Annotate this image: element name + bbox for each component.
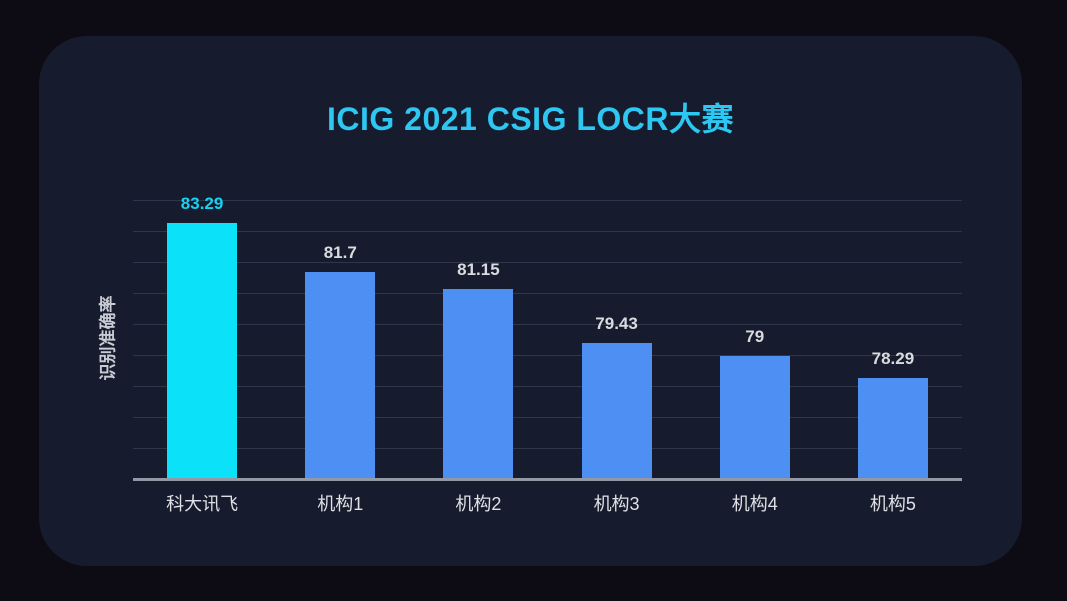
bar-机构2 (443, 289, 514, 480)
y-axis-label: 识别准确率 (98, 295, 118, 381)
bar-slot: 79 (686, 190, 824, 480)
bar-机构3 (581, 342, 652, 480)
bar-value-label: 78.29 (871, 348, 915, 368)
gridline (133, 447, 962, 449)
x-tick-label: 科大讯飞 (166, 494, 239, 514)
bar-机构1 (305, 272, 376, 480)
gridline (133, 385, 962, 387)
bar-机构4 (719, 355, 790, 480)
bar-value-label: 81.7 (323, 243, 357, 263)
gridline (133, 292, 962, 294)
x-tick-label: 机构5 (869, 494, 916, 514)
bar-slot: 83.29 (133, 190, 271, 480)
bar-slot: 81.7 (271, 190, 409, 480)
bar-slot: 81.15 (409, 190, 547, 480)
plot-area: 83.29 81.7 81.15 79.43 79 78.29 (133, 190, 962, 481)
bar-value-label: 79 (745, 326, 765, 346)
x-tick-label: 机构2 (455, 494, 502, 514)
chart-title: ICIG 2021 CSIG LOCR大赛 (326, 101, 735, 137)
bar-value-label: 81.15 (457, 260, 500, 280)
bar-value-label: 79.43 (595, 313, 638, 333)
gridline (133, 261, 962, 263)
gridline (133, 354, 962, 356)
x-tick-label: 机构1 (317, 494, 364, 514)
gridline (133, 199, 962, 201)
x-axis-labels: 科大讯飞 机构1 机构2 机构3 机构4 机构5 (133, 492, 962, 516)
chart-card: ICIG 2021 CSIG LOCR大赛 识别准确率 83.29 81.7 81.… (39, 36, 1022, 566)
bar-科大讯飞 (167, 222, 238, 480)
gridline (133, 416, 962, 418)
x-tick-label: 机构4 (731, 494, 778, 514)
x-tick-label: 机构3 (593, 494, 640, 514)
bar-value-label: 83.29 (180, 193, 224, 213)
bar-slot: 78.29 (824, 190, 962, 480)
x-axis-line (133, 478, 962, 481)
bar-slot: 79.43 (548, 190, 686, 480)
gridline (133, 323, 962, 325)
gridline (133, 230, 962, 232)
bar-机构5 (857, 377, 928, 480)
